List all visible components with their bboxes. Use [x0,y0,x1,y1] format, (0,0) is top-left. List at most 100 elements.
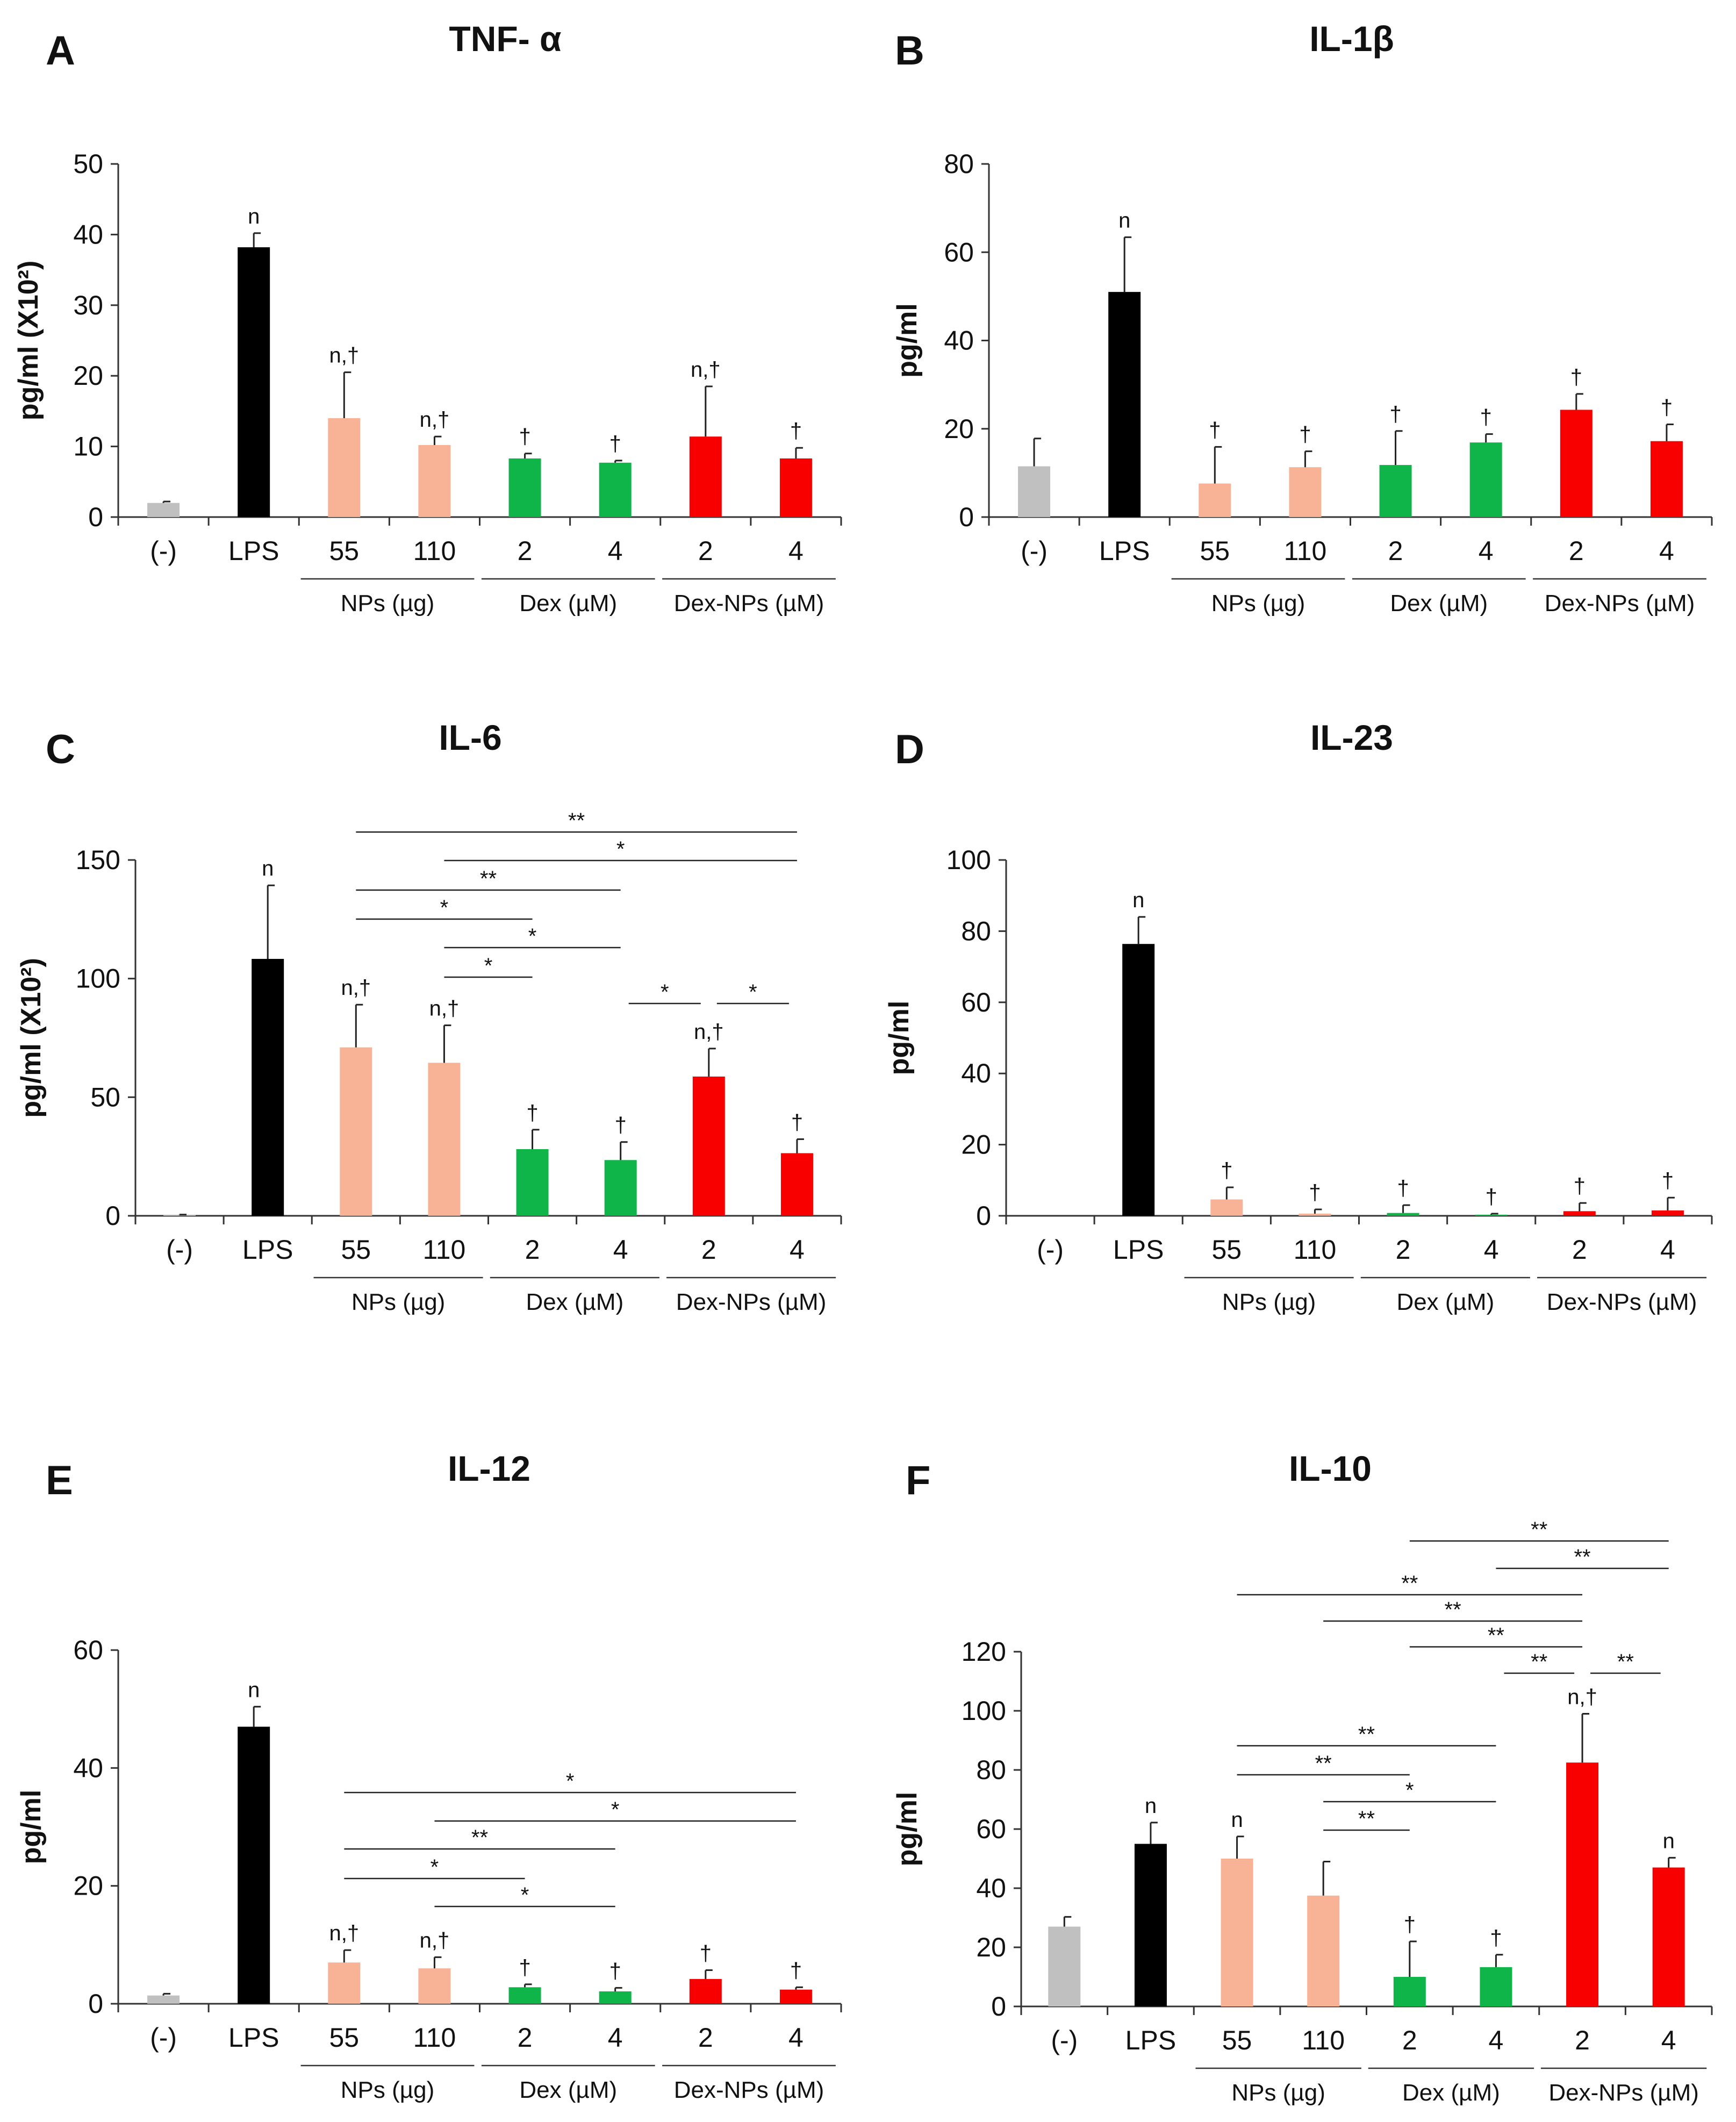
y-tick-label: 80 [976,1755,1006,1785]
bar [692,1076,725,1216]
comparison-label: * [521,1883,529,1907]
x-tick-label: LPS [1113,1235,1164,1265]
significance-annotation: † [526,1101,538,1125]
x-tick-label: (-) [150,536,177,566]
x-tick-label: 2 [518,536,533,566]
x-tick-label: 4 [1659,536,1674,566]
group-label: NPs (µg) [1211,590,1305,616]
comparison-label: * [661,980,669,1004]
significance-annotation: n,† [691,358,721,382]
significance-annotation: n,† [341,976,371,1000]
panel-letter: B [895,28,924,74]
chart-title: IL-6 [439,718,501,757]
significance-annotation: n [1663,1829,1675,1853]
x-tick-label: 110 [413,2023,456,2053]
bar [1563,1211,1596,1216]
y-tick-label: 60 [944,237,974,267]
comparison-label: * [1405,1779,1414,1802]
group-label: Dex-NPs (µM) [674,2077,824,2103]
significance-annotation: n,† [420,1929,450,1952]
y-tick-label: 40 [961,1058,991,1088]
bar [1469,442,1502,517]
significance-annotation: † [1404,1913,1416,1937]
x-tick-label: 55 [1200,536,1230,566]
significance-annotation: † [519,425,530,449]
significance-annotation: † [1389,403,1401,426]
x-tick-label: (-) [1037,1235,1064,1265]
panel-letter: C [46,727,75,772]
y-tick-label: 60 [961,987,991,1017]
x-tick-label: 4 [1661,2025,1676,2055]
comparison-label: * [440,896,449,920]
significance-annotation: † [519,1956,530,1980]
chart-panel-e: E IL-12 pg/ml 0 20 40 60 (-) n LPS n,† 55 n,† 110 † 2 † 4… [16,1449,842,2103]
bar [418,1968,451,2004]
x-tick-label: LPS [1125,2025,1177,2055]
group-label: NPs (µg) [341,590,434,616]
y-tick-label: 0 [959,502,974,532]
x-tick-label: LPS [228,2023,279,2053]
x-tick-label: LPS [1099,536,1150,566]
group-label: Dex-NPs (µM) [674,590,824,616]
y-tick-label: 20 [961,1130,991,1160]
x-tick-label: 55 [1212,1235,1242,1265]
significance-annotation: † [1221,1159,1232,1182]
comparison-label: ** [1531,1518,1547,1542]
group-label: Dex (µM) [1390,590,1488,616]
significance-annotation: † [1490,1926,1502,1950]
bar [689,1978,722,2004]
significance-annotation: n [1118,209,1130,232]
group-label: Dex-NPs (µM) [676,1289,827,1315]
y-tick-label: 10 [73,432,103,462]
significance-annotation: † [1309,1181,1321,1205]
significance-annotation: † [790,1959,802,1982]
group-label: NPs (µg) [341,2077,434,2103]
y-tick-label: 40 [73,1753,103,1783]
significance-annotation: n,† [420,408,450,432]
significance-annotation: n,† [429,997,460,1021]
bar [1480,1967,1512,2006]
chart-title: TNF- α [449,19,561,59]
comparison-label: * [566,1769,575,1793]
x-tick-label: 4 [613,1235,628,1265]
significance-annotation: † [609,1959,621,1983]
y-tick-label: 20 [73,1871,103,1901]
panel-letter: E [46,1458,73,1503]
comparison-label: ** [1488,1624,1504,1647]
x-tick-label: 110 [1294,1235,1337,1265]
bar [418,445,451,517]
comparison-label: * [749,980,757,1004]
significance-annotation: † [791,1110,803,1134]
bar [328,418,361,517]
comparison-label: * [528,924,537,948]
group-label: Dex (µM) [519,590,617,616]
x-tick-label: (-) [1051,2025,1078,2055]
significance-annotation: † [1299,423,1311,447]
chart-title: IL-10 [1289,1449,1372,1488]
chart-title: IL-12 [448,1449,530,1488]
x-tick-label: LPS [242,1235,293,1265]
bar [1475,1215,1508,1216]
bar [604,1160,637,1216]
bar [1221,1859,1253,2006]
significance-annotation: † [1570,365,1582,389]
significance-annotation: n,† [329,1922,360,1945]
y-tick-label: 100 [76,964,120,994]
significance-annotation: n [248,205,260,228]
y-tick-label: 80 [944,149,974,179]
chart-panel-a: A TNF- α pg/ml (X10²) 0 10 20 30 40 50 (-) n LPS n,†… [13,19,842,616]
significance-annotation: n,† [329,344,360,368]
bar [1199,483,1231,517]
y-tick-label: 40 [976,1873,1006,1903]
group-label: Dex-NPs (µM) [1547,1289,1697,1315]
comparison-label: ** [568,809,585,833]
y-tick-label: 0 [976,1201,991,1231]
significance-annotation: † [615,1114,627,1137]
bar [779,458,812,517]
x-tick-label: 2 [698,536,713,566]
y-tick-label: 80 [961,916,991,946]
bar [252,959,284,1216]
comparison-label: ** [1358,1723,1375,1746]
chart-panel-b: B IL-1β pg/ml 0 20 40 60 80 (-) n LPS † 55 † 110 † 2 † 4 † 2… [892,19,1713,616]
